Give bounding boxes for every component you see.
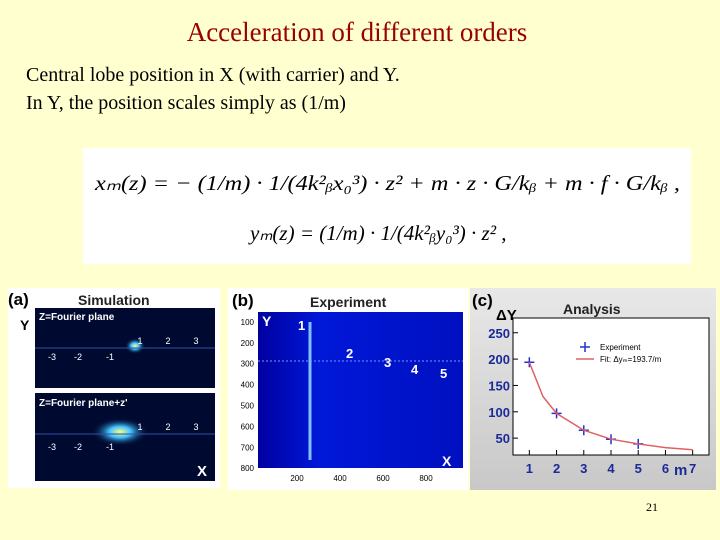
slide-title: Acceleration of different orders: [187, 17, 528, 47]
order-label: 1: [137, 336, 142, 346]
caption: Z=Fourier plane+z': [39, 398, 128, 409]
x-tick-label: 800: [419, 474, 433, 483]
x-tick-label: 4: [607, 461, 615, 476]
y-tick-label: 200: [488, 352, 510, 367]
y-tick-label: 250: [488, 326, 510, 341]
heatmap: [258, 312, 463, 468]
spot: [125, 338, 145, 354]
order-label: -3: [48, 442, 56, 452]
axis-label: Y: [20, 317, 30, 333]
body-text: In Y, the position scales simply as (1/m…: [26, 92, 346, 114]
order-label: 2: [165, 422, 170, 432]
y-tick-label: 300: [241, 360, 255, 369]
order-label: 2: [346, 346, 353, 361]
y-tick-label: 600: [241, 422, 255, 431]
x-tick-label: 3: [580, 461, 587, 476]
axis-label: X: [197, 463, 207, 480]
order-label: 3: [193, 422, 198, 432]
panel-label: (c): [472, 291, 493, 310]
legend-label: Fit: Δyₘ=193.7/m: [600, 355, 662, 364]
order-label: -3: [48, 352, 56, 362]
fit-line: [528, 361, 693, 451]
axis-label: m: [674, 462, 687, 479]
order-label: 2: [165, 336, 170, 346]
x-tick-label: 2: [553, 461, 560, 476]
equation: xₘ(z) = − (1/m) · 1/(4k²ᵦx₀³) · z² + m ·…: [94, 171, 680, 195]
y-tick-label: 700: [241, 443, 255, 452]
order-label: -1: [106, 352, 114, 362]
order-label: 1: [298, 318, 305, 333]
spot: [92, 418, 148, 446]
chart-title: Analysis: [563, 301, 621, 317]
y-tick-label: 200: [241, 339, 255, 348]
plot-frame: [512, 317, 710, 456]
caption: Z=Fourier plane: [39, 312, 115, 323]
order-label: -2: [74, 352, 82, 362]
y-tick-label: 400: [241, 381, 255, 390]
y-tick-label: 500: [241, 402, 255, 411]
y-tick-label: 50: [496, 431, 510, 446]
legend-label: Experiment: [600, 343, 641, 352]
y-tick-label: 100: [488, 405, 510, 420]
equation: yₘ(z) = (1/m) · 1/(4k²ᵦy₀³) · z² ,: [248, 221, 507, 245]
axis-label: X: [442, 453, 452, 469]
panel-title: Experiment: [310, 294, 387, 310]
x-tick-label: 5: [635, 461, 642, 476]
equation-box: [83, 148, 691, 264]
axis-label: Y: [262, 313, 272, 329]
panel-title: Simulation: [78, 292, 150, 308]
order-label: 5: [440, 366, 447, 381]
order-label: 4: [411, 362, 419, 377]
order-label: 3: [193, 336, 198, 346]
legend-swatch: [580, 342, 590, 352]
x-tick-label: 7: [689, 461, 696, 476]
plot-area: [513, 318, 709, 455]
panel-label: (b): [232, 291, 254, 310]
y-tick-label: 150: [488, 378, 510, 393]
y-tick-label: 800: [241, 464, 255, 473]
y-tick-label: 100: [241, 318, 255, 327]
x-tick-label: 1: [526, 461, 533, 476]
order-label: -2: [74, 442, 82, 452]
panel-label: (a): [8, 290, 29, 309]
page-number: 21: [646, 500, 658, 514]
order-label: 3: [384, 355, 391, 370]
x-tick-label: 600: [376, 474, 390, 483]
order-label: 1: [137, 422, 142, 432]
x-tick-label: 400: [333, 474, 347, 483]
x-tick-label: 200: [290, 474, 304, 483]
axis-label: ΔY: [496, 307, 517, 324]
order-label: -1: [106, 442, 114, 452]
x-tick-label: 6: [662, 461, 669, 476]
body-text: Central lobe position in X (with carrier…: [26, 64, 400, 86]
